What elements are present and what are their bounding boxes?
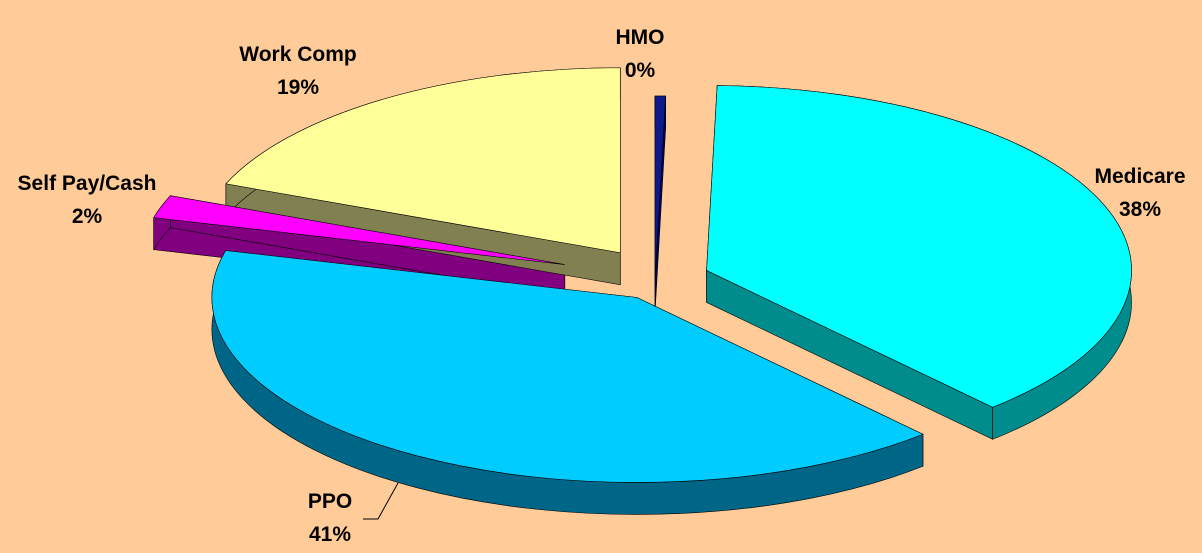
slice-value-work-comp: 19% [277, 76, 319, 99]
slice-work-comp [225, 67, 621, 254]
label-connector-ppo [363, 482, 399, 520]
slice-label-medicare: Medicare [1094, 165, 1185, 188]
slice-label-ppo: PPO [308, 490, 352, 513]
slice-value-ppo: 41% [309, 523, 351, 546]
slice-value-medicare: 38% [1119, 198, 1161, 221]
slice-self-pay-cash [153, 195, 565, 265]
slice-label-hmo: HMO [616, 26, 665, 49]
slice-label-layer: HMO 0% Medicare 38% PPO 41% Self Pay/Cash 2% Wor… [18, 26, 1186, 546]
slice-label-work-comp: Work Comp [239, 43, 356, 66]
slice-label-self-pay-cash: Self Pay/Cash [18, 172, 157, 195]
slice-ppo [211, 250, 924, 483]
slice-hmo [654, 95, 666, 282]
slice-value-hmo: 0% [625, 59, 656, 82]
slice-top-layer [153, 67, 1132, 483]
slice-value-self-pay-cash: 2% [72, 205, 103, 228]
slice-medicare [706, 85, 1132, 408]
